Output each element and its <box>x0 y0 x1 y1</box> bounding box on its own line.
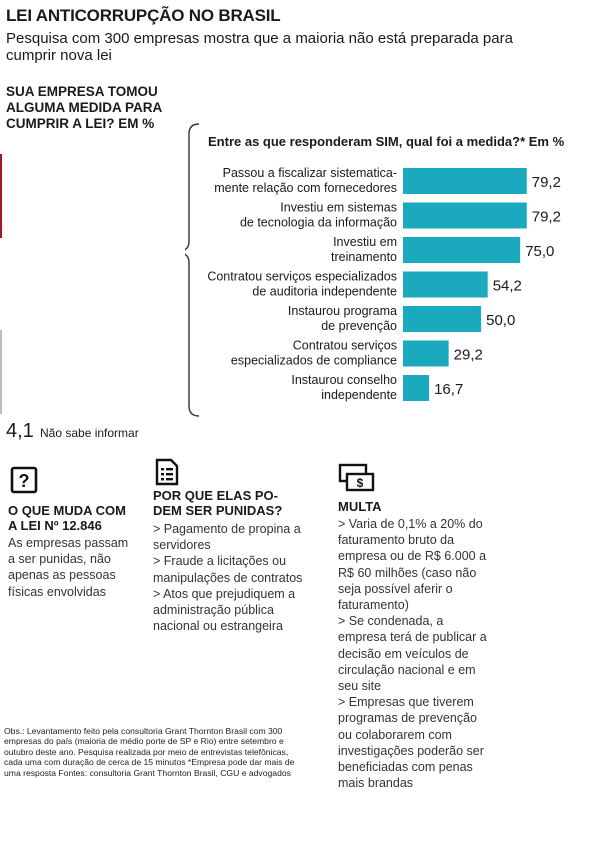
section-what-changes: O QUE MUDA COM A LEI Nº 12.846 As empres… <box>8 503 136 600</box>
section-fine-item: > Empresas que tiverem programas de prev… <box>338 695 484 791</box>
money-icon: $ <box>338 463 375 492</box>
bar-chart: 79,2 Passou a fiscalizar sistematica-ment… <box>185 123 561 417</box>
bar <box>403 168 527 194</box>
bar-category-label: independente <box>321 388 397 402</box>
bar-category-label: especializados de compliance <box>231 354 397 368</box>
section-fine: MULTA > Varia de 0,1% a 20% do faturamen… <box>338 499 488 791</box>
bar-category-label: Contratou serviços <box>293 339 397 353</box>
section-why-punished-item: > Pagamento de propina a servidores <box>153 522 301 553</box>
document-icon <box>155 458 179 486</box>
svg-text:$: $ <box>357 476 364 490</box>
pie-label-nao-value: 63,5 <box>66 234 103 255</box>
bar-value-label: 50,0 <box>486 312 515 329</box>
bar-value-label: 29,2 <box>454 347 483 364</box>
bar-category-label: de tecnologia da informação <box>240 216 397 230</box>
bar <box>403 271 488 298</box>
pie-label-sim-value: 32,4 <box>36 332 73 353</box>
bar-value-label: 54,2 <box>493 278 522 295</box>
bar-category-label: Instaurou conselho <box>291 373 397 387</box>
bar <box>403 202 527 229</box>
pie-slice-na <box>0 329 2 414</box>
bar <box>403 340 449 367</box>
bar-category-label: treinamento <box>331 250 397 264</box>
bar-value-label: 75,0 <box>525 243 554 260</box>
bar-category-label: Investiu em sistemas <box>280 201 397 215</box>
pie-na-label: Não sabe informar <box>40 426 139 440</box>
bar-category-label: mente relação com fornecedores <box>214 181 397 195</box>
pie-chart: 63,5 Não 32,4 Sim <box>0 154 103 414</box>
footnote: Obs.: Levantamento feito pela consultori… <box>4 726 295 778</box>
page-title: LEI ANTICORRUPÇÃO NO BRASIL <box>6 6 281 25</box>
bar-category-label: Investiu em <box>333 235 397 249</box>
bar <box>403 306 482 332</box>
bar-category-label: de auditoria independente <box>252 285 397 299</box>
section-what-changes-title: O QUE MUDA COM A LEI Nº 12.846 <box>8 503 126 533</box>
section-why-punished-title: POR QUE ELAS PO- DEM SER PUNIDAS? <box>153 488 283 518</box>
svg-text:?: ? <box>19 471 30 491</box>
bar-category-label: de prevenção <box>321 319 397 333</box>
section-why-punished: POR QUE ELAS PO- DEM SER PUNIDAS? > Paga… <box>153 488 303 634</box>
question-icon: ? <box>10 466 38 494</box>
bar-chart-title: Entre as que responderam SIM, qual foi a… <box>208 134 565 149</box>
bar-value-label: 16,7 <box>434 381 463 398</box>
section-what-changes-text: As empresas passam a ser punidas, não ap… <box>8 536 129 599</box>
section-fine-title: MULTA <box>338 499 382 514</box>
section-why-punished-item: > Fraude a licitações ou manipulações de… <box>153 554 303 585</box>
pie-chart-title: SUA EMPRESA TOMOU ALGUMA MEDIDA PARA CUM… <box>6 84 162 131</box>
bar-value-label: 79,2 <box>532 209 561 226</box>
pie-na-value: 4,1 <box>6 420 34 442</box>
bar <box>403 237 521 263</box>
bar-category-label: Contratou serviços especializados <box>207 270 397 284</box>
section-why-punished-item: > Atos que prejudiquem a administração p… <box>153 586 296 634</box>
bar-category-label: Instaurou programa <box>288 304 397 318</box>
pie-label-sim: Sim <box>38 356 71 377</box>
pie-slice-nao <box>0 154 2 239</box>
section-fine-item: > Varia de 0,1% a 20% do faturamento bru… <box>338 517 487 613</box>
bracket-line <box>185 123 200 417</box>
bar-category-label: Passou a fiscalizar sistematica- <box>223 166 397 180</box>
bar-value-label: 79,2 <box>532 174 561 191</box>
page-subtitle: Pesquisa com 300 empresas mostra que a m… <box>6 30 513 64</box>
bar <box>403 375 430 401</box>
pie-label-nao: Não <box>67 258 102 279</box>
section-fine-item: > Se condenada, a empresa terá de public… <box>338 614 487 694</box>
